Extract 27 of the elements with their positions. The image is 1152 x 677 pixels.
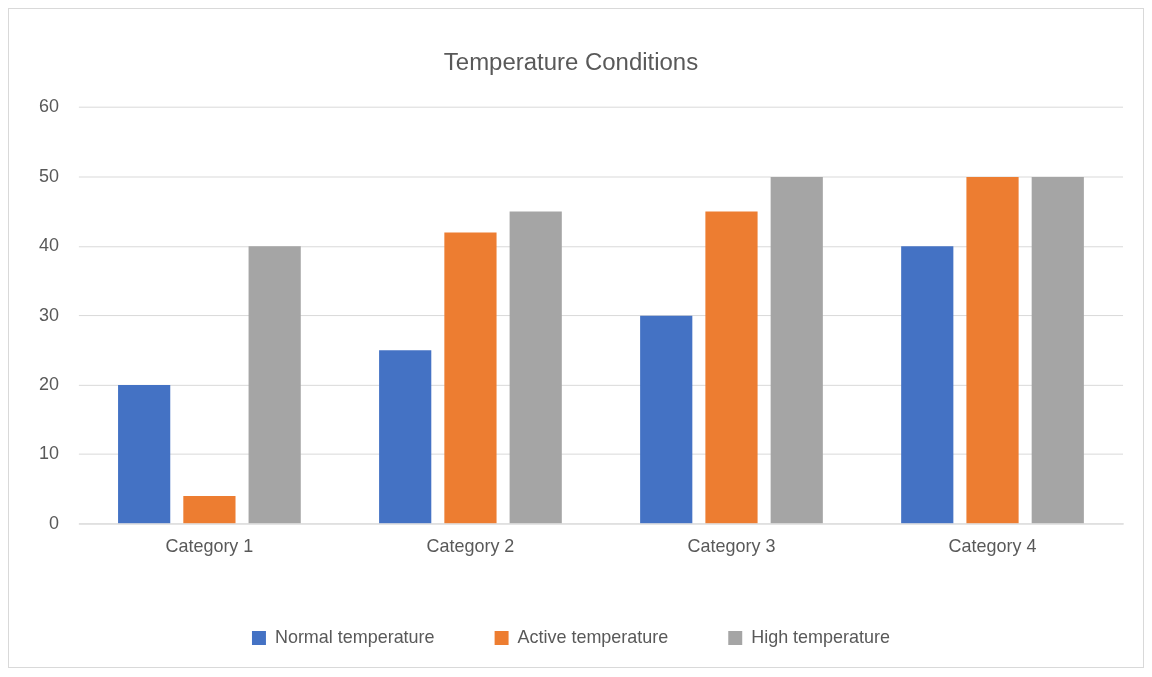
y-tick-label: 30 — [38, 304, 59, 325]
x-tick-label: Category 3 — [687, 535, 776, 556]
y-tick-label: 20 — [38, 374, 59, 395]
x-tick-label: Category 2 — [426, 535, 515, 556]
y-tick-label: 40 — [38, 235, 59, 256]
bar — [770, 176, 823, 524]
bar — [1031, 176, 1084, 524]
legend-label: High temperature — [751, 627, 890, 648]
bar — [248, 246, 301, 524]
bar — [118, 385, 171, 524]
bar — [901, 246, 954, 524]
y-tick-label: 10 — [38, 443, 59, 464]
bar — [966, 176, 1019, 524]
x-tick-label: Category 1 — [165, 535, 254, 556]
bar — [640, 315, 693, 524]
chart-title: Temperature Conditions — [443, 47, 699, 75]
bar — [509, 211, 562, 524]
legend-label: Active temperature — [517, 627, 669, 648]
bar — [379, 350, 432, 524]
y-tick-label: 60 — [38, 96, 59, 117]
y-tick-label: 0 — [48, 512, 59, 533]
legend-label: Normal temperature — [274, 627, 435, 648]
bar — [183, 496, 236, 524]
y-tick-label: 50 — [38, 165, 59, 186]
bar — [444, 232, 497, 524]
x-tick-label: Category 4 — [948, 535, 1037, 556]
bar — [705, 211, 758, 524]
